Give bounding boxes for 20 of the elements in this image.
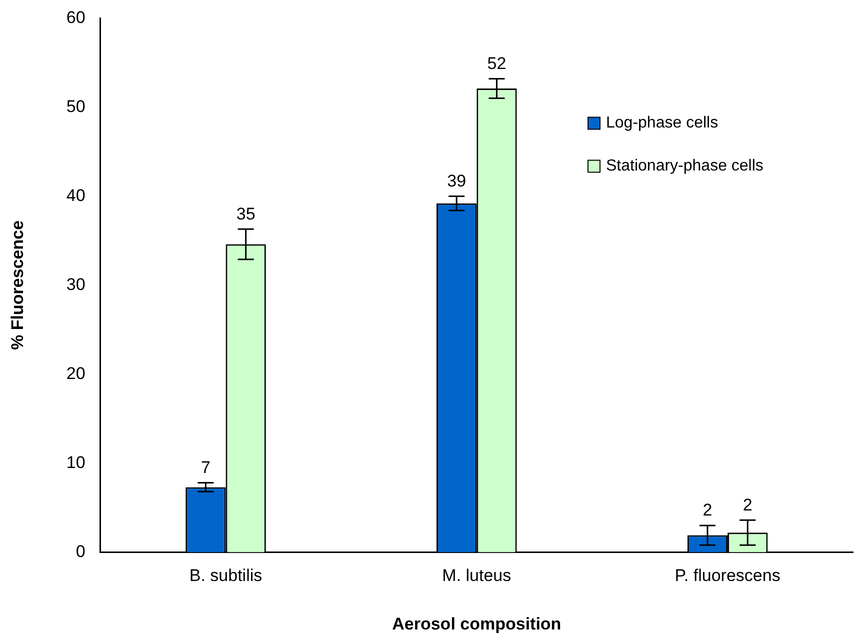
y-tick-label: 40 bbox=[66, 186, 86, 205]
y-axis-title: % Fluorescence bbox=[8, 220, 27, 350]
y-tick-label: 50 bbox=[66, 96, 86, 116]
y-tick-label: 20 bbox=[66, 364, 86, 383]
x-tick-label: B. subtilis bbox=[189, 566, 262, 586]
data-label: 35 bbox=[236, 204, 256, 224]
x-axis-title: Aerosol composition bbox=[392, 614, 562, 634]
y-tick-label: 30 bbox=[66, 274, 86, 294]
x-tick-label: M. luteus bbox=[442, 566, 512, 586]
data-label: 52 bbox=[487, 54, 506, 73]
data-label: 2 bbox=[742, 495, 752, 514]
y-tick-label: 60 bbox=[66, 8, 86, 27]
y-tick-label: 10 bbox=[66, 452, 86, 472]
x-tick-label: P. fluorescens bbox=[674, 566, 780, 586]
data-label: 7 bbox=[200, 458, 210, 477]
legend-label: Stationary-phase cells bbox=[606, 158, 764, 175]
legend-label: Log-phase cells bbox=[606, 114, 718, 132]
data-label: 39 bbox=[447, 171, 466, 190]
y-tick-label: 0 bbox=[76, 542, 86, 561]
data-label: 2 bbox=[702, 500, 712, 520]
